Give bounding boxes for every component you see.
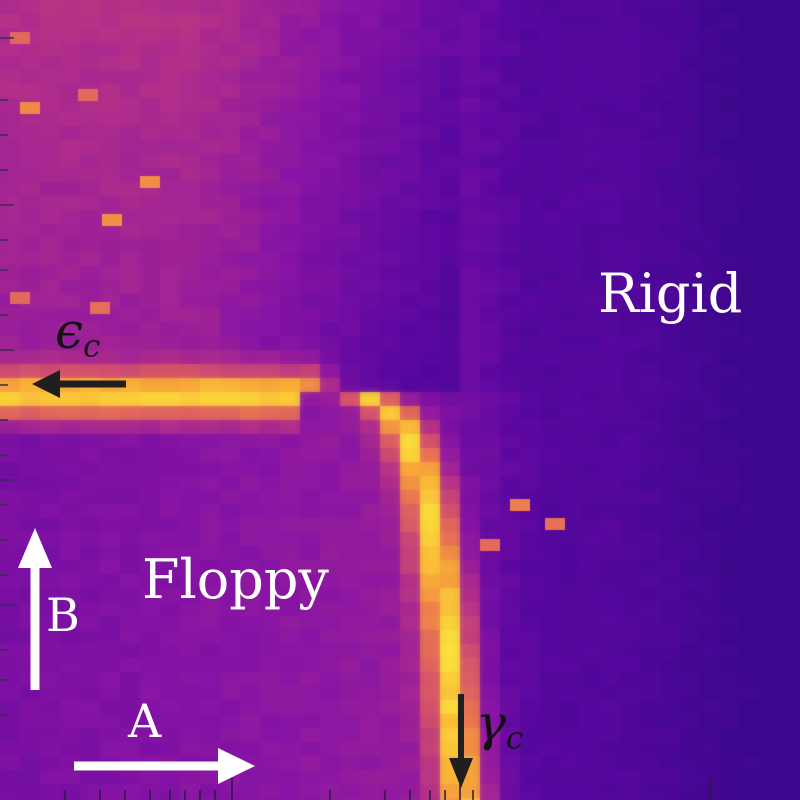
b-arrow-label: B bbox=[46, 588, 80, 642]
epsilon-subscript: c bbox=[83, 328, 101, 365]
epsilon-symbol: ϵ bbox=[55, 302, 84, 360]
x-axis-ticks bbox=[64, 778, 711, 800]
floppy-region-label: Floppy bbox=[142, 548, 329, 611]
epsilon-c-arrow bbox=[32, 370, 126, 398]
a-direction-arrow bbox=[74, 748, 255, 784]
gamma-subscript: c bbox=[505, 720, 524, 757]
y-axis-ticks bbox=[0, 37, 14, 716]
a-arrow-label: A bbox=[128, 694, 162, 748]
gamma-c-label: γc bbox=[476, 694, 523, 757]
b-direction-arrow bbox=[18, 528, 52, 690]
gamma-c-arrow bbox=[449, 694, 473, 788]
epsilon-c-label: ϵc bbox=[55, 302, 100, 365]
gamma-symbol: γ bbox=[476, 694, 506, 752]
rigid-region-label: Rigid bbox=[598, 262, 743, 325]
